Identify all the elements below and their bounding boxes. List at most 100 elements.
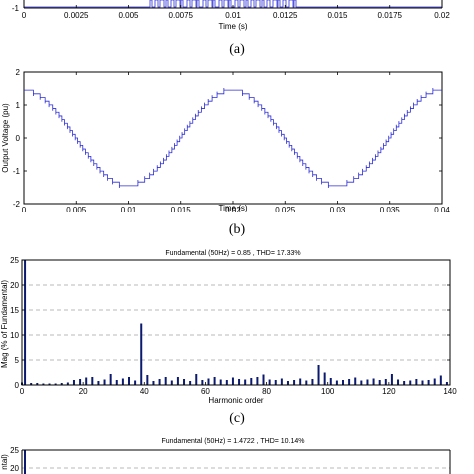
chart-c-bar: [146, 375, 149, 385]
chart-c-bar: [342, 380, 344, 385]
chart-c-bar: [121, 378, 124, 385]
chart-b-ytick-label: 1: [16, 101, 21, 110]
chart-c-bar: [378, 380, 381, 385]
chart-c-bar: [48, 383, 51, 385]
chart-c-bar: [79, 379, 82, 385]
chart-b-ytick-label: -1: [13, 167, 21, 176]
chart-b-xtick-label: 0.03: [330, 206, 346, 212]
chart-c: Fundamental (50Hz) = 0.85 , THD= 17.33% …: [0, 250, 457, 405]
chart-b-xtick-label: 0: [22, 206, 27, 212]
chart-b-line: [24, 87, 442, 189]
chart-c-ytick-label: 0: [15, 381, 20, 390]
chart-c-bar: [384, 379, 387, 385]
chart-d-bar: [24, 450, 26, 474]
chart-b-xtick-label: 0.02: [225, 206, 241, 212]
chart-c-xtick-label: 140: [443, 387, 457, 396]
chart-c-bar: [109, 374, 112, 385]
chart-a: -1 0 0.0025 0.005 0.0075 0.01 0.0125 0.015 0.01…: [12, 0, 450, 31]
chart-c-xticks: 0 20 40 60 80 100 120 140: [20, 382, 457, 396]
chart-c-bar: [42, 383, 45, 385]
chart-b-series: [24, 87, 442, 189]
chart-b-xtick-label: 0.025: [275, 206, 296, 212]
chart-c-bar: [372, 378, 375, 385]
chart-c-bar: [91, 377, 94, 385]
chart-c-bar: [128, 377, 130, 385]
chart-c-title: Fundamental (50Hz) = 0.85 , THD= 17.33%: [165, 250, 300, 257]
chart-c-plot-frame: [21, 259, 451, 386]
chart-a-xtick-label: 0.0025: [64, 11, 89, 20]
chart-c-bar: [115, 380, 118, 385]
chart-b-xtick-label: 0.01: [121, 206, 137, 212]
caption-b: (b): [228, 222, 246, 237]
chart-c-bar: [299, 378, 302, 385]
chart-c-bar: [390, 374, 393, 385]
chart-c-bar: [231, 377, 234, 385]
chart-d: Fundamental (50Hz) = 1.4722 , THD= 10.14…: [0, 438, 451, 474]
chart-c-xtick-label: 100: [321, 387, 335, 396]
chart-c-xlabel: Harmonic order: [208, 396, 263, 405]
chart-c-bar: [152, 381, 155, 385]
chart-b-ytick-label: 0: [16, 134, 21, 143]
chart-b-xlabel: Time (s): [218, 204, 247, 212]
chart-b-ytick-label: -2: [13, 200, 21, 209]
chart-c-bar: [195, 374, 198, 385]
chart-a-ytick-label: -1: [12, 4, 20, 13]
chart-c-ytick-label: 15: [10, 306, 19, 315]
chart-c-bar: [213, 377, 216, 385]
chart-b-yticks: -2 -1 0 1 2: [13, 68, 442, 209]
chart-a-xticks: 0 0.0025 0.005 0.0075 0.01 0.0125 0.015 0.0175 0…: [22, 5, 450, 20]
caption-c: (c): [229, 411, 245, 426]
chart-c-grid: [22, 284, 450, 361]
chart-c-bar: [201, 380, 204, 385]
chart-b-xtick-label: 0.035: [380, 206, 401, 212]
chart-c-bar: [409, 380, 412, 385]
chart-a-line: [24, 0, 442, 8]
chart-c-yticks: 0 5 10 15 20 25: [10, 256, 450, 390]
chart-c-bar: [317, 365, 320, 385]
chart-c-bar: [66, 382, 69, 385]
chart-c-ytick-label: 20: [10, 281, 19, 290]
chart-b-xtick-label: 0.04: [434, 206, 450, 212]
chart-c-bar: [207, 378, 210, 385]
chart-c-bar: [140, 323, 143, 385]
chart-c-bar: [158, 379, 161, 385]
chart-b: -2 -1 0 1 2 0 0.005 0.01 0.015 0.02 0.025 0.03 0.03…: [1, 68, 450, 212]
chart-a-xtick-label: 0.0175: [378, 11, 403, 20]
chart-c-bar: [189, 381, 192, 385]
chart-a-xtick-label: 0.0075: [169, 11, 194, 20]
chart-c-ytick-label: 25: [10, 256, 19, 265]
chart-a-xtick-label: 0.005: [118, 11, 139, 20]
chart-c-bar: [36, 383, 39, 385]
chart-c-bar: [335, 380, 338, 385]
chart-c-bar: [360, 380, 363, 385]
chart-c-bar: [403, 381, 406, 385]
chart-c-xtick-label: 60: [201, 387, 210, 396]
chart-a-xtick-label: 0: [22, 11, 27, 20]
chart-b-xtick-label: 0.015: [171, 206, 192, 212]
chart-c-bar: [164, 377, 167, 385]
chart-c-bar: [183, 379, 186, 385]
chart-c-bar: [60, 383, 63, 385]
chart-c-bar: [24, 260, 27, 385]
chart-c-bar: [354, 377, 357, 385]
chart-c-bar: [219, 379, 222, 385]
chart-c-xtick-label: 20: [79, 387, 88, 396]
chart-c-bar: [415, 379, 418, 385]
chart-c-bar: [30, 383, 33, 385]
chart-c-bar: [250, 378, 253, 385]
chart-c-bar: [72, 380, 75, 385]
chart-c-bar: [97, 381, 100, 385]
chart-c-bar: [256, 377, 259, 385]
chart-c-xtick-label: 0: [20, 387, 25, 396]
chart-a-xtick-label: 0.02: [434, 11, 450, 20]
chart-c-xtick-label: 80: [262, 387, 271, 396]
chart-c-bar: [348, 379, 351, 385]
chart-c-bar: [244, 379, 247, 385]
chart-c-bar: [293, 380, 296, 385]
chart-c-bar: [262, 374, 265, 385]
chart-c-bar: [170, 380, 173, 385]
chart-c-ytick-label: 10: [10, 331, 19, 340]
chart-c-bar: [439, 375, 442, 385]
chart-c-bar: [286, 381, 289, 385]
chart-a-xtick-label: 0.015: [327, 11, 348, 20]
